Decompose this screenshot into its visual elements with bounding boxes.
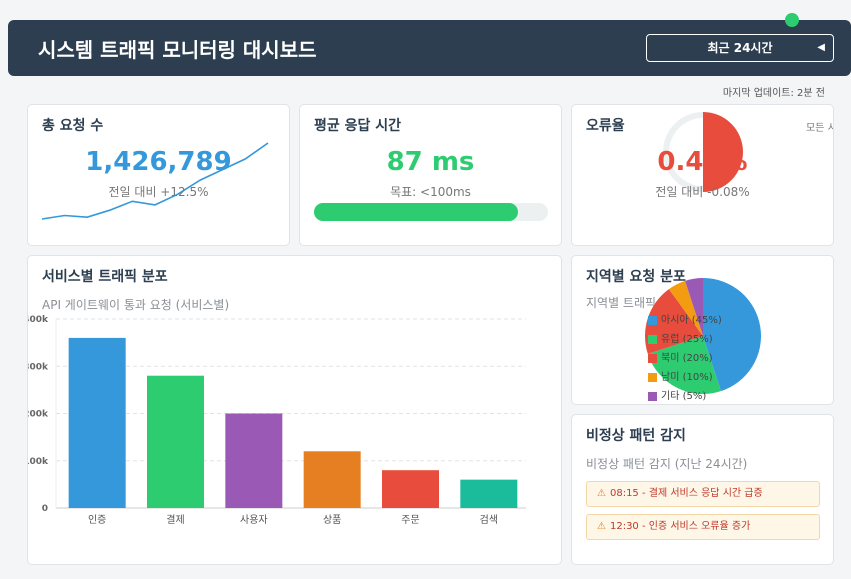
region-title: 지역별 요청 분포 xyxy=(586,269,686,285)
y-tick-label: 100k xyxy=(28,457,49,467)
requests-sparkline xyxy=(41,142,269,220)
pie-slice xyxy=(645,289,703,354)
anomaly-alert[interactable]: ⚠ 12:30 - 인증 서비스 오류율 증가 xyxy=(586,514,820,540)
total-requests-change: 전일 대비 +12.5% xyxy=(108,185,209,199)
legend-label: 남미 (10%) xyxy=(661,372,713,383)
bar xyxy=(460,479,518,508)
service-traffic-title: 서비스별 트래픽 분포 xyxy=(42,269,168,285)
anomaly-card: 비정상 패턴 감지 비정상 패턴 감지 (지난 24시간) ⚠ 08:15 - 결… xyxy=(571,414,834,565)
page-title: 시스템 트래픽 모니터링 대시보드 xyxy=(38,38,317,62)
y-tick-label: 300k xyxy=(28,362,49,372)
pie-slice xyxy=(647,336,721,394)
error-rate-card: 오류율 0.42% 전일 대비 -0.08% 모든 시스템 xyxy=(571,104,834,246)
dashboard-header: 시스템 트래픽 모니터링 대시보드 최근 24시간 ◀ xyxy=(8,20,851,76)
service-traffic-subtitle: API 게이트웨이 통과 요청 (서비스별) xyxy=(42,298,230,312)
error-rate-title: 오류율 xyxy=(586,118,625,134)
x-tick-label: 상품 xyxy=(323,514,341,526)
bar xyxy=(147,375,204,508)
legend-item: 남미 (10%) xyxy=(648,368,713,383)
x-tick-label: 결제 xyxy=(166,514,184,526)
error-rate-value: 0.42% xyxy=(657,147,748,177)
legend-item: 기타 (5%) xyxy=(648,387,706,402)
time-range-value: 최근 24시간 xyxy=(707,41,773,55)
live-status-indicator xyxy=(785,13,799,27)
legend-swatch xyxy=(648,391,657,401)
x-tick-label: 주문 xyxy=(401,514,419,526)
error-rate-change: 전일 대비 -0.08% xyxy=(655,185,750,199)
legend-label: 유럽 (25%) xyxy=(661,334,713,345)
legend-swatch xyxy=(648,353,657,363)
legend-swatch xyxy=(648,315,657,325)
region-pie-chart xyxy=(645,278,761,394)
total-requests-title: 총 요청 수 xyxy=(42,118,104,134)
legend-item: 유럽 (25%) xyxy=(648,330,713,345)
response-progress-bar xyxy=(314,203,548,221)
pie-slice xyxy=(685,278,703,336)
x-tick-label: 사용자 xyxy=(240,514,268,526)
legend-item: 북미 (20%) xyxy=(648,349,713,364)
total-requests-value: 1,426,789 xyxy=(85,147,232,177)
anomaly-alert[interactable]: ⚠ 08:15 - 결제 서비스 응답 시간 급증 xyxy=(586,481,820,507)
pie-slice xyxy=(668,280,703,336)
total-requests-card: 총 요청 수 1,426,789 전일 대비 +12.5% xyxy=(27,104,290,246)
x-tick-label: 인증 xyxy=(88,514,106,526)
last-updated-text: 마지막 업데이트: 2분 전 xyxy=(722,88,825,99)
y-tick-label: 200k xyxy=(28,410,49,420)
sparkline-series xyxy=(41,142,269,220)
gauge-fill xyxy=(703,112,743,192)
legend-swatch xyxy=(648,334,657,344)
anomaly-subtitle: 비정상 패턴 감지 (지난 24시간) xyxy=(586,457,748,471)
error-gauge xyxy=(663,112,743,192)
bar xyxy=(382,470,439,508)
legend-swatch xyxy=(648,372,657,382)
x-tick-label: 검색 xyxy=(480,514,498,526)
y-tick-label: 0 xyxy=(42,504,48,514)
y-tick-label: 400k xyxy=(28,315,49,325)
time-range-select[interactable]: 최근 24시간 ◀ xyxy=(646,34,834,62)
error-scope-label: 모든 시스템 xyxy=(806,123,833,134)
response-progress-fill xyxy=(314,203,518,221)
legend-label: 아시아 (45%) xyxy=(661,315,722,326)
service-traffic-card: 서비스별 트래픽 분포 API 게이트웨이 통과 요청 (서비스별) 0 100k… xyxy=(27,255,562,565)
bar xyxy=(225,413,283,508)
avg-response-value: 87 ms xyxy=(386,147,475,177)
legend-item: 아시아 (45%) xyxy=(648,311,722,326)
region-card: 지역별 요청 분포 지역별 트래픽 분포 아시아 (45%) 유럽 (25%) 북미… xyxy=(571,255,834,405)
pie-slice xyxy=(703,278,761,392)
anomaly-alert-text: 12:30 - 인증 서비스 오류율 증가 xyxy=(609,521,751,532)
bar xyxy=(303,451,361,508)
anomaly-title: 비정상 패턴 감지 xyxy=(586,428,686,444)
caret-left-icon: ◀ xyxy=(817,42,825,53)
warning-icon: ⚠ xyxy=(597,488,606,499)
warning-icon: ⚠ xyxy=(597,521,606,532)
legend-label: 기타 (5%) xyxy=(661,391,707,402)
avg-response-card: 평균 응답 시간 87 ms 목표: <100ms xyxy=(299,104,562,246)
anomaly-alert-text: 08:15 - 결제 서비스 응답 시간 급증 xyxy=(609,488,763,499)
avg-response-target: 목표: <100ms xyxy=(390,185,471,199)
avg-response-title: 평균 응답 시간 xyxy=(314,118,402,134)
legend-label: 북미 (20%) xyxy=(661,353,713,364)
service-bar-chart: 0 100k 200k 300k 400k 인증 결제 사용자 상품 주문 검색 xyxy=(28,315,526,526)
bar xyxy=(68,337,126,508)
